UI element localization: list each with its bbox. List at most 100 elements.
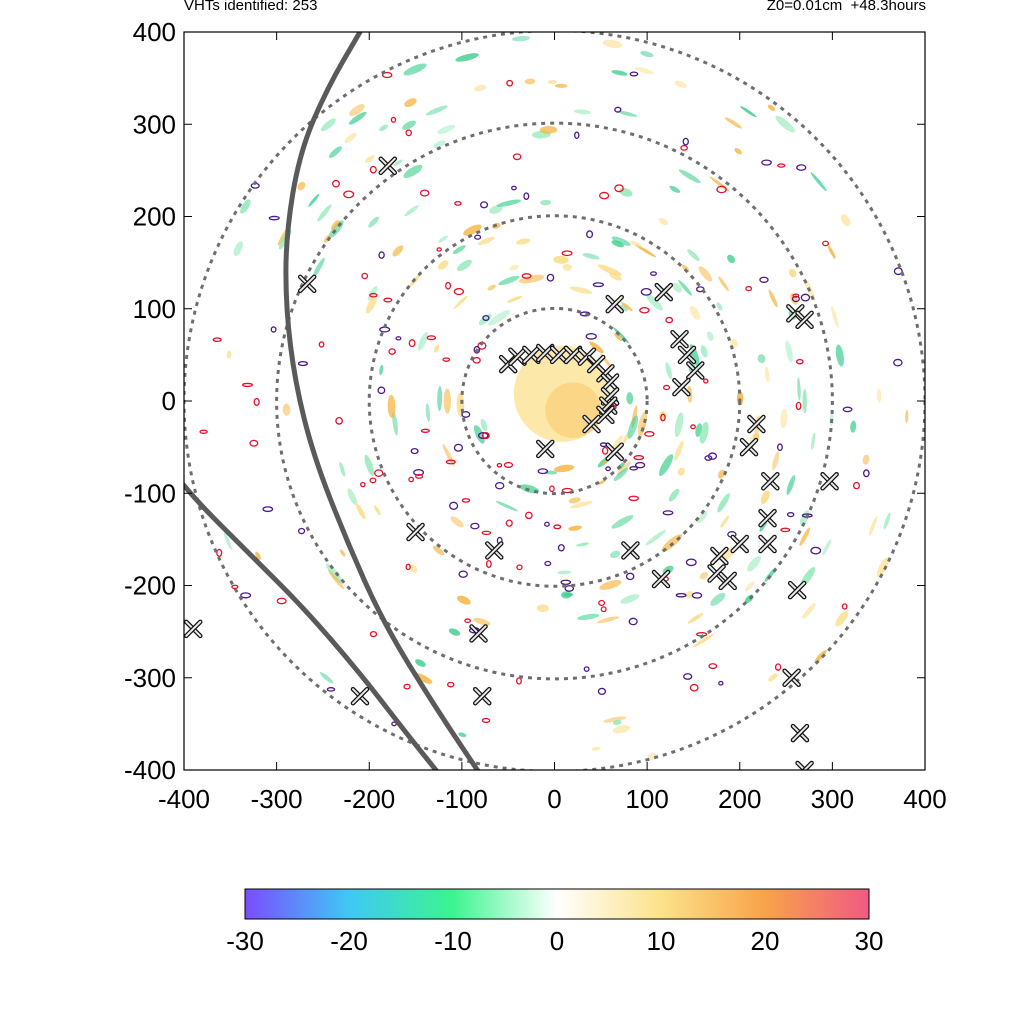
vht-marker <box>582 414 601 434</box>
contour-loop <box>544 560 552 567</box>
vht-marker <box>747 414 766 434</box>
field-blob <box>619 304 629 312</box>
field-blob <box>573 109 592 115</box>
contour-loop <box>377 386 386 395</box>
contour-loop <box>253 397 260 407</box>
field-blob <box>331 220 340 230</box>
field-blob <box>223 532 232 550</box>
contour-loop <box>343 190 355 199</box>
contour-loop <box>574 131 580 139</box>
y-tick-label: -400 <box>124 755 176 785</box>
contour-loop <box>395 336 402 341</box>
field-blob <box>392 245 404 257</box>
field-blob <box>582 253 600 260</box>
contour-loop <box>242 382 253 388</box>
colorbar: -30 -20 -10 0 10 20 30 <box>226 888 883 956</box>
contour-loop <box>557 544 565 552</box>
field-blob <box>487 284 496 291</box>
field-blob <box>626 392 634 405</box>
field-blob <box>744 581 755 592</box>
contour-loop <box>494 481 505 490</box>
field-blob <box>458 732 467 738</box>
field-blob <box>425 403 431 422</box>
vht-marker <box>621 541 640 560</box>
field-blob <box>811 432 816 450</box>
contour-loop <box>592 282 604 288</box>
field-blob <box>697 511 708 524</box>
field-blob <box>630 240 641 248</box>
field-blob <box>768 673 778 682</box>
vht-marker <box>605 442 624 461</box>
field-blob <box>453 295 468 309</box>
field-blob <box>379 124 389 132</box>
colorbar-tick-label: 0 <box>550 926 564 956</box>
field-blob <box>255 551 261 561</box>
field-blob <box>687 613 704 624</box>
field-blob <box>760 490 770 505</box>
field-blob <box>698 266 713 282</box>
field-blob <box>417 332 429 351</box>
field-blob <box>645 529 666 546</box>
vht-marker <box>469 624 488 643</box>
field-blob <box>672 282 682 293</box>
vht-marker <box>549 345 569 365</box>
contour-loop <box>546 273 555 282</box>
x-tick-label: 200 <box>718 784 761 814</box>
field-blob <box>456 392 465 418</box>
vht-marker <box>596 405 615 425</box>
field-blob <box>282 403 291 416</box>
x-tick-label: 400 <box>903 784 946 814</box>
contour-loop <box>863 469 870 478</box>
contour-loop <box>481 717 491 724</box>
contour-loop <box>480 201 489 209</box>
contour-loop <box>605 466 611 472</box>
field-blob <box>455 53 479 62</box>
field-blob <box>452 245 466 255</box>
storm-track-2 <box>184 481 440 770</box>
y-tick-label: 0 <box>162 386 176 416</box>
contour-loop <box>360 481 366 488</box>
contour-loop <box>842 406 853 413</box>
vht-marker <box>707 564 726 583</box>
vht-marker <box>686 361 705 380</box>
field-blob <box>706 331 714 341</box>
field-blob <box>772 451 780 470</box>
contour-loop <box>800 293 811 302</box>
field-blob <box>348 111 367 125</box>
x-tick-label: -300 <box>251 784 303 814</box>
field-blob <box>547 79 557 84</box>
vht-marker <box>758 534 777 554</box>
field-blob <box>495 500 519 512</box>
field-blob <box>437 385 443 412</box>
contour-loop <box>276 597 287 605</box>
contour-loop <box>249 439 259 447</box>
field-blob <box>687 249 700 262</box>
field-blob <box>404 205 419 217</box>
contour-loop <box>419 189 430 197</box>
vht-marker <box>651 569 671 589</box>
field-blob <box>797 377 801 401</box>
contour-loop <box>511 185 517 191</box>
field-blob <box>463 224 482 236</box>
y-tick-labels: -400 -300 -200 -100 0 100 200 300 400 <box>124 17 176 785</box>
field-blob <box>678 280 693 296</box>
contour-loop <box>410 447 419 455</box>
field-blob <box>835 344 844 367</box>
contour-loop <box>544 521 550 527</box>
field-blob <box>611 240 624 248</box>
vht-marker <box>790 723 810 743</box>
field-blob <box>868 516 878 536</box>
field-blob <box>456 259 472 272</box>
field-blob <box>507 296 523 303</box>
field-blob <box>716 302 723 311</box>
field-blob <box>905 409 909 424</box>
colorbar-tick-label: 10 <box>647 926 676 956</box>
field-blob <box>488 309 511 326</box>
field-blob <box>577 613 600 621</box>
field-blob <box>618 187 633 197</box>
field-blob <box>320 118 336 132</box>
contour-loop <box>270 326 277 333</box>
contour-loop <box>564 585 575 592</box>
vht-marker <box>498 354 518 374</box>
